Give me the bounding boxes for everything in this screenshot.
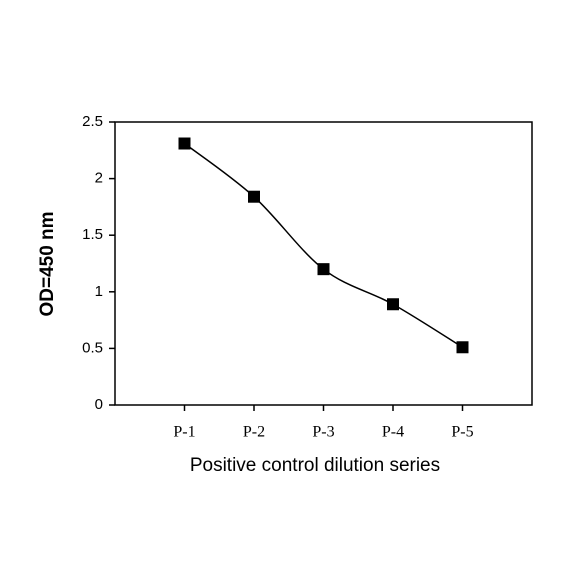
y-tick-label: 0 xyxy=(95,396,103,413)
y-tick-label: 0.5 xyxy=(82,339,103,356)
marker xyxy=(248,190,260,203)
y-axis-label: OD=450 nm xyxy=(37,211,58,316)
marker xyxy=(178,137,191,150)
line xyxy=(184,142,463,348)
y-tick-label: 2.5 xyxy=(82,113,103,130)
x-tick-label: P-1 xyxy=(173,424,195,441)
y-tick-label: 2 xyxy=(95,170,103,187)
x-tick-label: P-4 xyxy=(382,424,404,441)
x-axis-label: Positive control dilution series xyxy=(190,455,440,476)
marker xyxy=(317,263,330,276)
marker xyxy=(387,298,399,311)
x-tick-label: P-3 xyxy=(312,424,334,441)
y-tick-label: 1 xyxy=(95,283,103,300)
marker xyxy=(456,341,469,354)
x-tick-label: P-5 xyxy=(451,424,473,441)
y-tick-label: 1.5 xyxy=(82,226,103,243)
x-tick-label: P-2 xyxy=(243,424,265,441)
